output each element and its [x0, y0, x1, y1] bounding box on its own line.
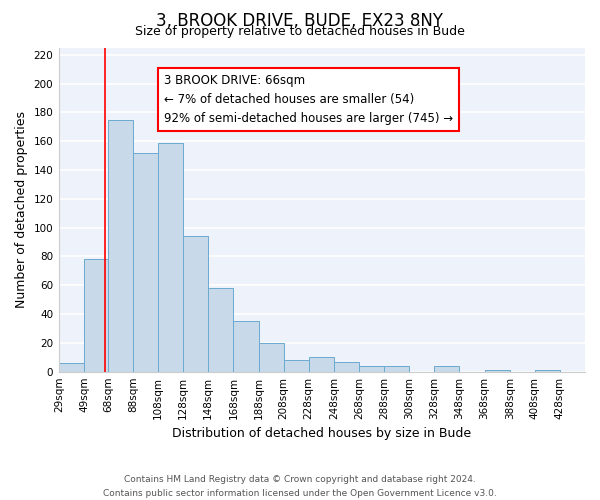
Bar	[259, 343, 284, 372]
Y-axis label: Number of detached properties: Number of detached properties	[15, 111, 28, 308]
Bar	[108, 120, 133, 372]
Text: 3, BROOK DRIVE, BUDE, EX23 8NY: 3, BROOK DRIVE, BUDE, EX23 8NY	[157, 12, 443, 30]
Bar	[384, 366, 409, 372]
Bar	[334, 362, 359, 372]
Bar	[133, 152, 158, 372]
Bar	[59, 363, 84, 372]
Bar	[208, 288, 233, 372]
Bar	[359, 366, 384, 372]
Bar	[84, 260, 108, 372]
Bar	[233, 322, 259, 372]
Text: 3 BROOK DRIVE: 66sqm
← 7% of detached houses are smaller (54)
92% of semi-detach: 3 BROOK DRIVE: 66sqm ← 7% of detached ho…	[164, 74, 453, 125]
X-axis label: Distribution of detached houses by size in Bude: Distribution of detached houses by size …	[172, 427, 472, 440]
Bar	[158, 142, 183, 372]
Bar	[485, 370, 509, 372]
Text: Size of property relative to detached houses in Bude: Size of property relative to detached ho…	[135, 25, 465, 38]
Bar	[535, 370, 560, 372]
Bar	[309, 358, 334, 372]
Bar	[284, 360, 309, 372]
Bar	[434, 366, 460, 372]
Text: Contains HM Land Registry data © Crown copyright and database right 2024.
Contai: Contains HM Land Registry data © Crown c…	[103, 476, 497, 498]
Bar	[183, 236, 208, 372]
